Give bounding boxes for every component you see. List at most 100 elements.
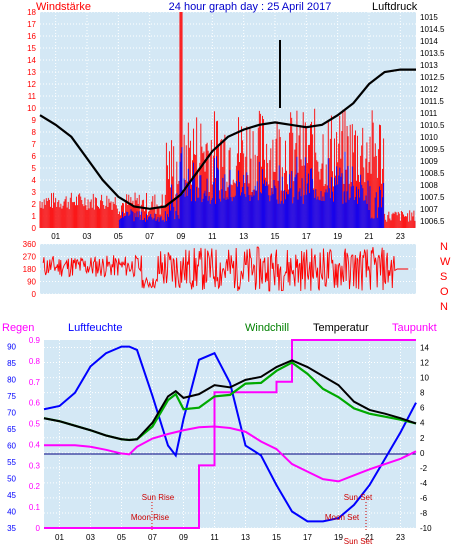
temperature-tick-label: 0 <box>420 449 425 458</box>
x-tick-label: 19 <box>334 533 343 542</box>
rain-tick-label: 0.1 <box>29 503 41 512</box>
x-tick-label: 15 <box>271 232 280 241</box>
wind-tick-label: 9 <box>32 116 37 125</box>
pressure-label: Luftdruck <box>372 1 418 13</box>
direction-axis-ticks: 0 90 180 270 360 <box>23 240 37 299</box>
humidity-tick-label: 60 <box>7 442 16 451</box>
wind-tick-label: 1 <box>32 212 37 221</box>
pressure-tick-label: 1012 <box>420 85 438 94</box>
x-tick-label: 11 <box>208 232 217 241</box>
wind-tick-label: 7 <box>32 140 37 149</box>
wind-tick-label: 16 <box>27 32 36 41</box>
direction-tick-label: 360 <box>23 240 37 249</box>
x-tick-label: 15 <box>272 533 281 542</box>
x-tick-label: 09 <box>177 232 186 241</box>
compass-letter: N <box>440 301 448 313</box>
pressure-tick-label: 1015 <box>420 13 438 22</box>
wind-tick-label: 4 <box>32 176 37 185</box>
moon-set-label: Moon Set <box>325 513 360 522</box>
direction-tick-label: 90 <box>27 278 36 287</box>
sun-rise-label: Sun Rise <box>142 493 175 502</box>
rain-tick-label: 0.3 <box>29 461 41 470</box>
humidity-axis-ticks: 35 40 45 50 55 60 65 70 75 80 85 90 <box>7 343 16 533</box>
pressure-tick-label: 1014.5 <box>420 25 445 34</box>
pressure-tick-label: 1013.5 <box>420 49 445 58</box>
temperature-tick-label: 12 <box>420 359 429 368</box>
wind-tick-label: 11 <box>28 92 37 101</box>
rain-tick-label: 0.8 <box>29 357 41 366</box>
temperature-tick-label: 2 <box>420 434 425 443</box>
compass-letter: N <box>440 241 448 253</box>
temperature-tick-label: 4 <box>420 419 425 428</box>
rain-tick-label: 0.4 <box>29 440 41 449</box>
x-tick-label: 17 <box>303 533 312 542</box>
compass-letter: O <box>440 286 449 298</box>
wind-tick-label: 0 <box>32 224 37 233</box>
humidity-series-line <box>43 345 417 523</box>
wind-tick-label: 3 <box>32 188 37 197</box>
humidity-tick-label: 90 <box>7 343 16 352</box>
sun-set-axis-label: Sun Set <box>344 537 373 546</box>
humidity-tick-label: 65 <box>7 425 16 434</box>
x-tick-label: 11 <box>210 533 219 542</box>
climate-plot-area <box>44 340 416 528</box>
temperature-series-line <box>43 359 417 442</box>
x-tick-label: 05 <box>117 533 126 542</box>
x-tick-label: 23 <box>396 533 405 542</box>
rain-tick-label: 0.2 <box>29 482 41 491</box>
pressure-tick-label: 1013 <box>420 61 438 70</box>
temperature-tick-label: -2 <box>420 464 428 473</box>
direction-tick-label: 180 <box>23 265 37 274</box>
chart-title: 24 hour graph day : 25 April 2017 <box>169 1 332 13</box>
wind-gust-series <box>118 147 385 228</box>
rain-tick-label: 0.7 <box>29 378 41 387</box>
wind-tick-label: 12 <box>27 80 36 89</box>
wind-tick-label: 2 <box>32 200 37 209</box>
humidity-tick-label: 40 <box>7 508 16 517</box>
bottom-x-ticks: 01 03 05 07 09 11 13 15 17 19 21 23 <box>55 533 405 542</box>
temperature-label: Temperatur <box>313 322 369 334</box>
windchill-label: Windchill <box>245 322 289 334</box>
x-tick-label: 13 <box>241 533 250 542</box>
rain-tick-label: 0.9 <box>29 336 41 345</box>
pressure-tick-label: 1012.5 <box>420 73 445 82</box>
x-tick-label: 07 <box>148 533 157 542</box>
humidity-tick-label: 55 <box>7 458 16 467</box>
x-tick-label: 21 <box>365 533 374 542</box>
pressure-series-line <box>39 68 416 210</box>
x-tick-label: 17 <box>302 232 311 241</box>
temperature-tick-label: -8 <box>420 509 428 518</box>
wind-tick-label: 13 <box>27 68 36 77</box>
temperature-tick-label: -4 <box>420 479 428 488</box>
wind-label: Windstärke <box>36 1 91 13</box>
wind-tick-label: 15 <box>27 44 36 53</box>
rain-tick-label: 0.6 <box>29 399 41 408</box>
x-tick-label: 01 <box>51 232 60 241</box>
temperature-axis-ticks: -10 -8 -6 -4 -2 0 2 4 6 8 10 12 14 <box>420 344 432 533</box>
dewpoint-series-line <box>44 425 417 483</box>
x-tick-label: 03 <box>83 232 92 241</box>
x-tick-label: 19 <box>333 232 342 241</box>
x-tick-label: 21 <box>365 232 374 241</box>
temperature-tick-label: -10 <box>420 524 432 533</box>
pressure-tick-label: 1014 <box>420 37 438 46</box>
rain-label: Regen <box>2 322 34 334</box>
pressure-tick-label: 1010 <box>420 133 438 142</box>
pressure-tick-label: 1009 <box>420 157 438 166</box>
temperature-tick-label: 14 <box>420 344 429 353</box>
rain-tick-label: 0 <box>36 524 41 533</box>
moon-rise-label: Moon Rise <box>131 513 170 522</box>
humidity-tick-label: 80 <box>7 376 16 385</box>
pressure-tick-label: 1010.5 <box>420 121 445 130</box>
x-tick-label: 09 <box>179 533 188 542</box>
temperature-tick-label: 8 <box>420 389 425 398</box>
humidity-tick-label: 70 <box>7 409 16 418</box>
rain-axis-ticks: 0 0.1 0.2 0.3 0.4 0.5 0.6 0.7 0.8 0.9 <box>29 336 41 533</box>
x-tick-label: 01 <box>55 533 64 542</box>
wind-tick-label: 5 <box>32 164 37 173</box>
direction-tick-label: 270 <box>23 253 37 262</box>
